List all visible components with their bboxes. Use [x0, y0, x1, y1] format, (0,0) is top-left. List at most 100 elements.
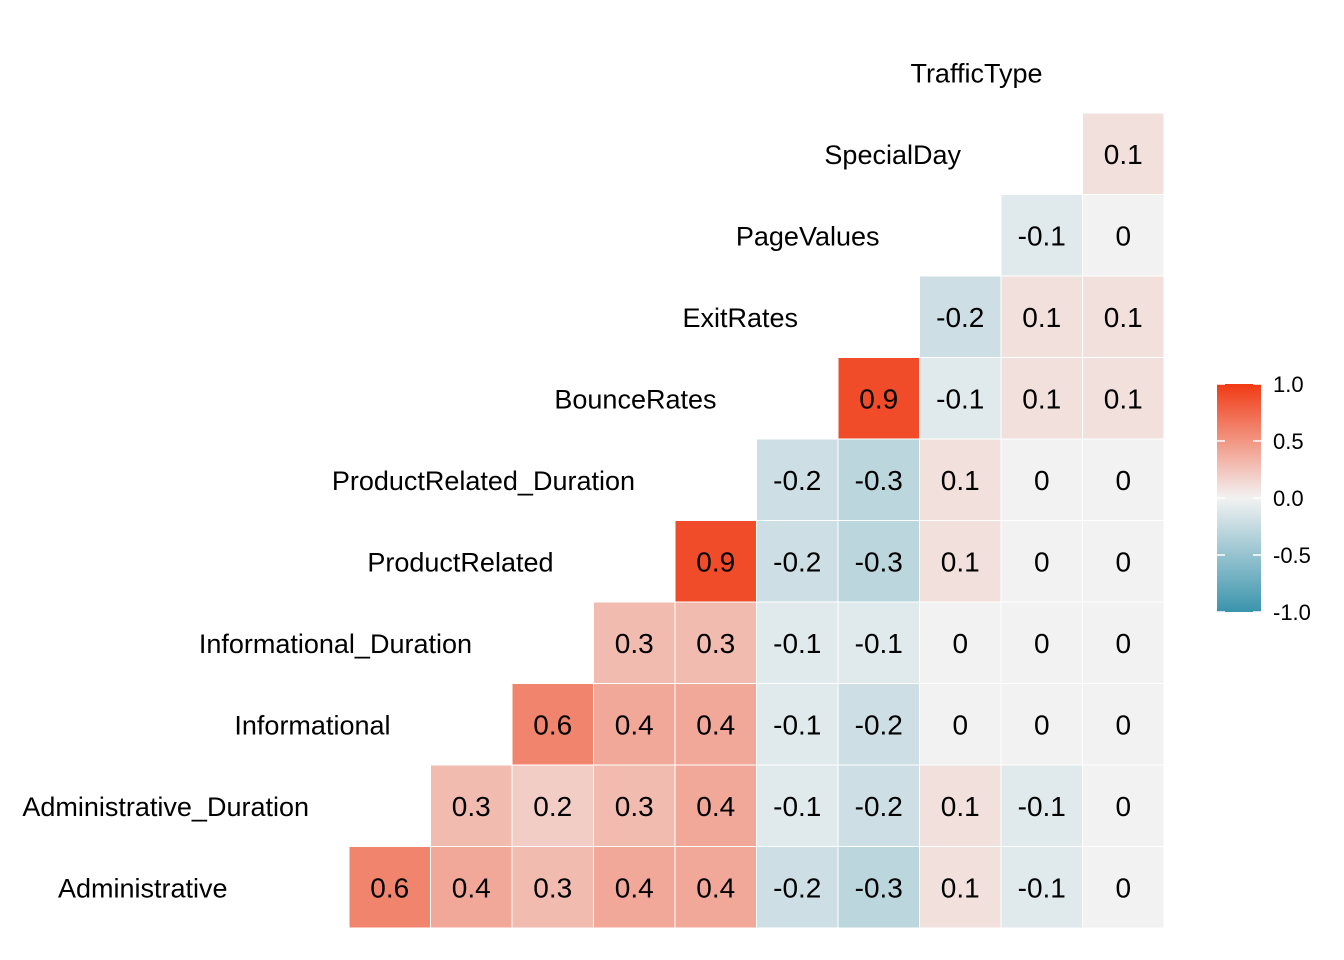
heatmap-cell: [593, 846, 676, 929]
cell-value-label: 0.4: [615, 872, 654, 903]
cell-value-label: 0: [1034, 465, 1050, 496]
legend-tick-label: 0.5: [1273, 429, 1304, 454]
cell-value-label: -0.1: [1018, 791, 1066, 822]
cell-value-label: 0: [1115, 709, 1131, 740]
cell-value-label: 0.4: [696, 791, 735, 822]
cell-value-label: -0.1: [773, 709, 821, 740]
cell-value-label: 0.4: [615, 709, 654, 740]
heatmap-cell: [919, 683, 1002, 766]
heatmap-cell: [593, 764, 676, 847]
heatmap-cell: [1082, 764, 1165, 847]
cell-value-label: 0.1: [1022, 383, 1061, 414]
heatmap-cell: [1082, 275, 1165, 358]
heatmap-cell: [674, 764, 757, 847]
cell-value-label: 0: [1034, 628, 1050, 659]
heatmap-cells: 0.6 0.4 0.3 0.4 0.4 -0.2 -0.3 0.1 -0.1 0 0.3 0.2 0.3…: [348, 112, 1165, 929]
heatmap-cell: [919, 357, 1002, 440]
heatmap-cell: [1000, 683, 1083, 766]
cell-value-label: -0.3: [855, 465, 903, 496]
cell-value-label: 0.3: [615, 628, 654, 659]
cell-value-label: 0: [1115, 220, 1131, 251]
cell-value-label: 0.4: [452, 872, 491, 903]
color-legend: 1.0 0.5 0.0 -0.5 -1.0: [1217, 372, 1311, 625]
cell-value-label: -0.1: [773, 791, 821, 822]
variable-labels: Administrative Administrative_Duration Inf…: [22, 58, 1042, 903]
heatmap-cell: [756, 846, 839, 929]
heatmap-cell: [430, 764, 513, 847]
heatmap-cell: [1082, 194, 1165, 277]
cell-value-label: -0.2: [936, 302, 984, 333]
legend-tick-label: -0.5: [1273, 543, 1311, 568]
heatmap-cell: [1082, 438, 1165, 521]
cell-value-label: -0.1: [1018, 872, 1066, 903]
cell-value-label: 0.1: [941, 872, 980, 903]
cell-value-label: 0.3: [452, 791, 491, 822]
heatmap-cell: [348, 846, 431, 929]
heatmap-cell: [674, 683, 757, 766]
heatmap-cell: [1082, 357, 1165, 440]
cell-value-label: -0.2: [773, 465, 821, 496]
cell-value-label: 0.1: [941, 546, 980, 577]
heatmap-cell: [1082, 846, 1165, 929]
heatmap-cell: [593, 601, 676, 684]
heatmap-cell: [674, 846, 757, 929]
cell-value-label: -0.3: [855, 872, 903, 903]
cell-value-label: 0.1: [941, 465, 980, 496]
cell-value-label: 0.4: [696, 872, 735, 903]
variable-label: Administrative_Duration: [22, 792, 309, 822]
cell-value-label: 0.6: [533, 709, 572, 740]
variable-label: TrafficType: [910, 58, 1042, 88]
cell-value-label: 0.9: [859, 383, 898, 414]
cell-value-label: 0.9: [696, 546, 735, 577]
heatmap-cell: [1000, 357, 1083, 440]
heatmap-cell: [1000, 846, 1083, 929]
cell-value-label: -0.2: [855, 709, 903, 740]
cell-value-label: 0: [1034, 709, 1050, 740]
variable-label: Administrative: [58, 873, 228, 903]
variable-label: ProductRelated_Duration: [332, 466, 635, 496]
heatmap-cell: [674, 601, 757, 684]
heatmap-cell: [756, 764, 839, 847]
cell-value-label: -0.1: [936, 383, 984, 414]
heatmap-cell: [919, 520, 1002, 603]
legend-tick-label: 0.0: [1273, 486, 1304, 511]
variable-label: Informational: [234, 710, 390, 740]
legend-tick-label: 1.0: [1273, 372, 1304, 397]
heatmap-cell: [919, 438, 1002, 521]
cell-value-label: -0.2: [773, 872, 821, 903]
variable-label: SpecialDay: [824, 140, 961, 170]
heatmap-cell: [756, 601, 839, 684]
cell-value-label: 0.1: [1104, 383, 1143, 414]
cell-value-label: 0.1: [1104, 302, 1143, 333]
heatmap-cell: [919, 275, 1002, 358]
heatmap-cell: [1000, 275, 1083, 358]
heatmap-cell: [1082, 683, 1165, 766]
cell-value-label: -0.1: [773, 628, 821, 659]
cell-value-label: 0.3: [533, 872, 572, 903]
heatmap-cell: [837, 520, 920, 603]
variable-label: ProductRelated: [367, 547, 553, 577]
heatmap-cell: [756, 683, 839, 766]
heatmap-cell: [1082, 520, 1165, 603]
heatmap-cell: [837, 683, 920, 766]
heatmap-cell: [837, 438, 920, 521]
heatmap-cell: [756, 438, 839, 521]
cell-value-label: 0: [952, 709, 968, 740]
cell-value-label: -0.2: [773, 546, 821, 577]
heatmap-cell: [511, 764, 594, 847]
heatmap-cell: [919, 846, 1002, 929]
cell-value-label: 0.1: [1104, 139, 1143, 170]
heatmap-cell: [837, 357, 920, 440]
cell-value-label: 0.3: [696, 628, 735, 659]
cell-value-label: 0: [1115, 791, 1131, 822]
cell-value-label: 0: [1115, 872, 1131, 903]
heatmap-cell: [1000, 194, 1083, 277]
cell-value-label: 0.3: [615, 791, 654, 822]
legend-tick-label: -1.0: [1273, 600, 1311, 625]
cell-value-label: 0.1: [941, 791, 980, 822]
variable-label: BounceRates: [554, 384, 716, 414]
cell-value-label: -0.2: [855, 791, 903, 822]
heatmap-cell: [1000, 601, 1083, 684]
cell-value-label: 0: [952, 628, 968, 659]
